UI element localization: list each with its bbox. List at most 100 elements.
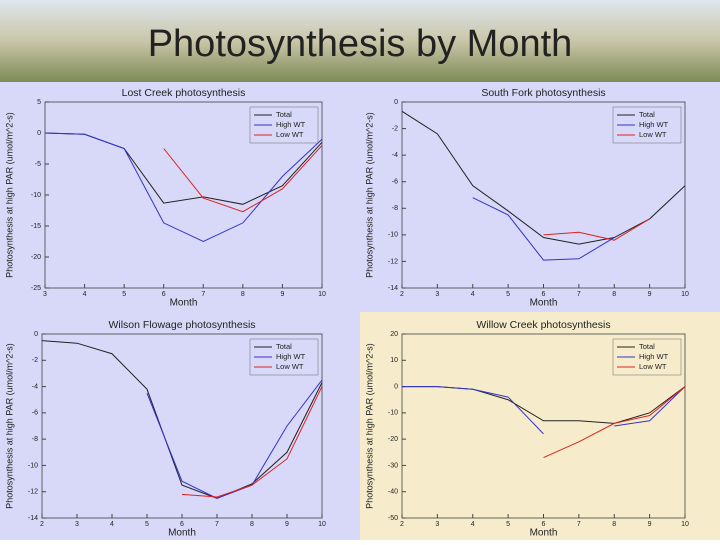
y-axis-label: Photosynthesis at high PAR (umol/m^2-s) bbox=[4, 112, 14, 278]
y-axis-label: Photosynthesis at high PAR (umol/m^2-s) bbox=[364, 343, 374, 509]
x-tick-label: 5 bbox=[506, 291, 510, 298]
y-tick-label: -20 bbox=[388, 436, 398, 443]
x-tick-label: 3 bbox=[43, 291, 47, 298]
y-tick-label: -10 bbox=[388, 232, 398, 239]
x-tick-label: 7 bbox=[577, 521, 581, 528]
y-tick-label: -14 bbox=[388, 285, 398, 292]
y-tick-label: -40 bbox=[388, 489, 398, 496]
y-tick-label: 20 bbox=[390, 331, 398, 338]
y-tick-label: -20 bbox=[31, 254, 41, 261]
x-tick-label: 6 bbox=[180, 521, 184, 528]
y-tick-label: -2 bbox=[32, 357, 38, 364]
y-tick-label: -10 bbox=[388, 410, 398, 417]
x-tick-label: 6 bbox=[162, 291, 166, 298]
x-axis-label: Month bbox=[530, 528, 558, 539]
y-tick-label: -4 bbox=[32, 383, 38, 390]
legend-label: Low WT bbox=[276, 130, 304, 139]
legend-label: Total bbox=[639, 342, 655, 351]
x-tick-label: 10 bbox=[681, 521, 689, 528]
y-tick-label: -10 bbox=[28, 462, 38, 469]
panel-background bbox=[0, 312, 358, 540]
x-tick-label: 3 bbox=[435, 291, 439, 298]
x-tick-label: 7 bbox=[215, 521, 219, 528]
x-tick-label: 9 bbox=[280, 291, 284, 298]
series-line bbox=[472, 197, 615, 261]
panel-background bbox=[0, 84, 358, 306]
chart-panel: 2 3 4 5 6 7 8 9 10 20 10 0 -10 -20 -30 -40 -50 Willow Cre… bbox=[360, 312, 720, 540]
chart-panel: 2 3 4 5 6 7 8 9 10 0 -2 -4 -6 -8 -10 -12 -14 Wilson Flowa… bbox=[0, 312, 358, 540]
x-axis-label: Month bbox=[170, 298, 198, 309]
x-tick-label: 2 bbox=[40, 521, 44, 528]
y-tick-label: -12 bbox=[388, 258, 398, 265]
x-axis-label: Month bbox=[530, 298, 558, 309]
legend-label: Low WT bbox=[276, 362, 304, 371]
series-line bbox=[163, 145, 323, 213]
y-tick-label: -6 bbox=[392, 179, 398, 186]
series-line bbox=[402, 386, 686, 435]
series-line bbox=[543, 218, 650, 241]
x-tick-label: 9 bbox=[648, 291, 652, 298]
y-tick-label: 0 bbox=[394, 383, 398, 390]
y-tick-label: 5 bbox=[37, 99, 41, 106]
x-tick-label: 6 bbox=[542, 291, 546, 298]
chart-title: Wilson Flowage photosynthesis bbox=[108, 319, 255, 331]
x-tick-label: 2 bbox=[400, 291, 404, 298]
x-tick-label: 4 bbox=[471, 291, 475, 298]
series-line bbox=[543, 386, 686, 458]
x-tick-label: 6 bbox=[542, 521, 546, 528]
series-line bbox=[41, 340, 323, 499]
slide-title: Photosynthesis by Month bbox=[148, 23, 573, 65]
series-line bbox=[44, 132, 323, 243]
legend-box bbox=[612, 338, 682, 376]
y-tick-label: -50 bbox=[388, 515, 398, 522]
y-tick-label: -8 bbox=[32, 436, 38, 443]
x-tick-label: 4 bbox=[110, 521, 114, 528]
y-tick-label: -14 bbox=[28, 515, 38, 522]
chart-panel: 2 3 4 5 6 7 8 9 10 0 -2 -4 -6 -8 -10 -12 -14 South Fork p… bbox=[360, 84, 720, 309]
x-tick-label: 7 bbox=[201, 291, 205, 298]
legend-label: High WT bbox=[276, 120, 306, 129]
x-tick-label: 3 bbox=[435, 521, 439, 528]
legend-label: Total bbox=[639, 110, 655, 119]
y-axis-label: Photosynthesis at high PAR (umol/m^2-s) bbox=[364, 112, 374, 278]
y-tick-label: -5 bbox=[35, 161, 41, 168]
y-tick-label: -4 bbox=[392, 152, 398, 159]
legend-label: Total bbox=[276, 342, 292, 351]
x-tick-label: 5 bbox=[145, 521, 149, 528]
y-axis-label: Photosynthesis at high PAR (umol/m^2-s) bbox=[4, 343, 14, 509]
legend-box bbox=[612, 106, 682, 144]
y-tick-label: -15 bbox=[31, 223, 41, 230]
legend-label: Low WT bbox=[639, 130, 667, 139]
x-tick-label: 4 bbox=[471, 521, 475, 528]
legend-label: High WT bbox=[639, 120, 669, 129]
x-tick-label: 10 bbox=[681, 291, 689, 298]
legend-label: High WT bbox=[276, 352, 306, 361]
x-axis-label: Month bbox=[168, 528, 196, 539]
x-tick-label: 9 bbox=[648, 521, 652, 528]
chart-title: Willow Creek photosynthesis bbox=[476, 319, 610, 331]
series-line bbox=[146, 379, 323, 499]
x-tick-label: 8 bbox=[241, 291, 245, 298]
y-tick-label: 10 bbox=[390, 357, 398, 364]
x-tick-label: 8 bbox=[250, 521, 254, 528]
x-tick-label: 5 bbox=[506, 521, 510, 528]
y-tick-label: -25 bbox=[31, 285, 41, 292]
y-tick-label: -30 bbox=[388, 462, 398, 469]
y-tick-label: -12 bbox=[28, 489, 38, 496]
x-tick-label: 7 bbox=[577, 291, 581, 298]
x-tick-label: 10 bbox=[318, 521, 326, 528]
x-tick-label: 8 bbox=[612, 521, 616, 528]
y-tick-label: -6 bbox=[32, 410, 38, 417]
series-line bbox=[181, 386, 323, 498]
x-tick-label: 8 bbox=[612, 291, 616, 298]
x-tick-label: 2 bbox=[400, 521, 404, 528]
x-tick-label: 9 bbox=[285, 521, 289, 528]
y-tick-label: 0 bbox=[34, 331, 38, 338]
header-photo bbox=[0, 0, 720, 82]
x-tick-label: 3 bbox=[75, 521, 79, 528]
legend-label: Low WT bbox=[639, 362, 667, 371]
y-tick-label: -2 bbox=[392, 125, 398, 132]
panel-background bbox=[360, 84, 720, 306]
y-tick-label: 0 bbox=[37, 130, 41, 137]
